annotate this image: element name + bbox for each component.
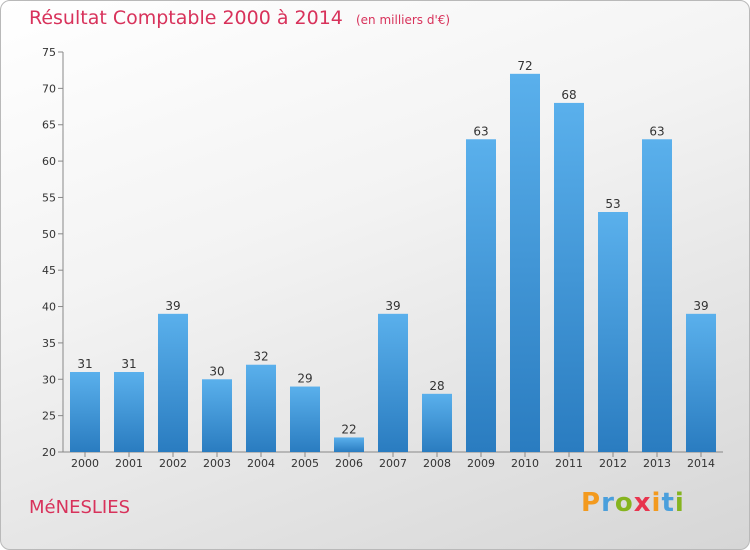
- y-tick-label: 55: [42, 191, 56, 204]
- value-label: 22: [341, 422, 356, 436]
- logo-letter: t: [661, 488, 675, 518]
- x-tick-label: 2000: [71, 457, 99, 470]
- bar-2006: [334, 437, 364, 452]
- commune-name: MéNESLIES: [29, 497, 131, 518]
- x-tick-label: 2002: [159, 457, 187, 470]
- y-tick-label: 20: [42, 446, 56, 459]
- logo-letter: i: [674, 488, 685, 518]
- bar-2011: [554, 102, 584, 452]
- value-label: 39: [165, 299, 180, 313]
- proxiti-logo: Proxiti: [581, 488, 685, 518]
- value-label: 29: [297, 372, 312, 386]
- y-tick-label: 40: [42, 301, 56, 314]
- bar-2003: [202, 379, 232, 452]
- y-tick-label: 30: [42, 373, 56, 386]
- value-label: 30: [209, 364, 224, 378]
- bar-2013: [642, 139, 672, 453]
- value-label: 68: [561, 88, 576, 102]
- logo-letter: r: [601, 488, 615, 518]
- y-tick-label: 50: [42, 228, 56, 241]
- value-label: 39: [385, 299, 400, 313]
- bar-2002: [158, 313, 188, 452]
- value-label: 31: [77, 357, 92, 371]
- x-tick-label: 2013: [643, 457, 671, 470]
- value-label: 39: [693, 299, 708, 313]
- bar-2007: [378, 313, 408, 452]
- y-tick-label: 70: [42, 82, 56, 95]
- x-tick-label: 2007: [379, 457, 407, 470]
- y-tick-label: 75: [42, 46, 56, 59]
- chart-title: Résultat Comptable 2000 à 2014: [29, 7, 343, 29]
- y-tick-label: 25: [42, 410, 56, 423]
- value-label: 53: [605, 197, 620, 211]
- value-label: 28: [429, 379, 444, 393]
- bar-2004: [246, 364, 276, 452]
- x-tick-label: 2012: [599, 457, 627, 470]
- x-tick-label: 2014: [687, 457, 715, 470]
- x-tick-label: 2003: [203, 457, 231, 470]
- title-row: Résultat Comptable 2000 à 2014 (en milli…: [29, 7, 450, 29]
- x-tick-label: 2005: [291, 457, 319, 470]
- bar-2014: [686, 313, 716, 452]
- x-tick-label: 2006: [335, 457, 363, 470]
- y-tick-label: 35: [42, 337, 56, 350]
- logo-letter: x: [633, 488, 652, 518]
- value-label: 63: [473, 124, 488, 138]
- x-tick-label: 2004: [247, 457, 275, 470]
- bar-2005: [290, 386, 320, 452]
- bar-2010: [510, 73, 540, 453]
- x-tick-label: 2011: [555, 457, 583, 470]
- bar-2009: [466, 139, 496, 453]
- y-tick-label: 45: [42, 264, 56, 277]
- bar-2012: [598, 212, 628, 452]
- value-label: 72: [517, 59, 532, 73]
- x-tick-label: 2010: [511, 457, 539, 470]
- x-tick-label: 2009: [467, 457, 495, 470]
- chart-subtitle: (en milliers d'€): [355, 13, 451, 27]
- bar-2000: [70, 372, 100, 452]
- bar-2001: [114, 372, 144, 452]
- y-tick-label: 65: [42, 119, 56, 132]
- x-tick-label: 2001: [115, 457, 143, 470]
- y-tick-label: 60: [42, 155, 56, 168]
- bar-2008: [422, 393, 452, 452]
- x-tick-label: 2008: [423, 457, 451, 470]
- value-label: 32: [253, 350, 268, 364]
- logo-letter: i: [651, 488, 662, 518]
- logo-letter: o: [614, 488, 634, 518]
- value-label: 63: [649, 124, 664, 138]
- logo-letter: P: [581, 488, 602, 518]
- value-label: 31: [121, 357, 136, 371]
